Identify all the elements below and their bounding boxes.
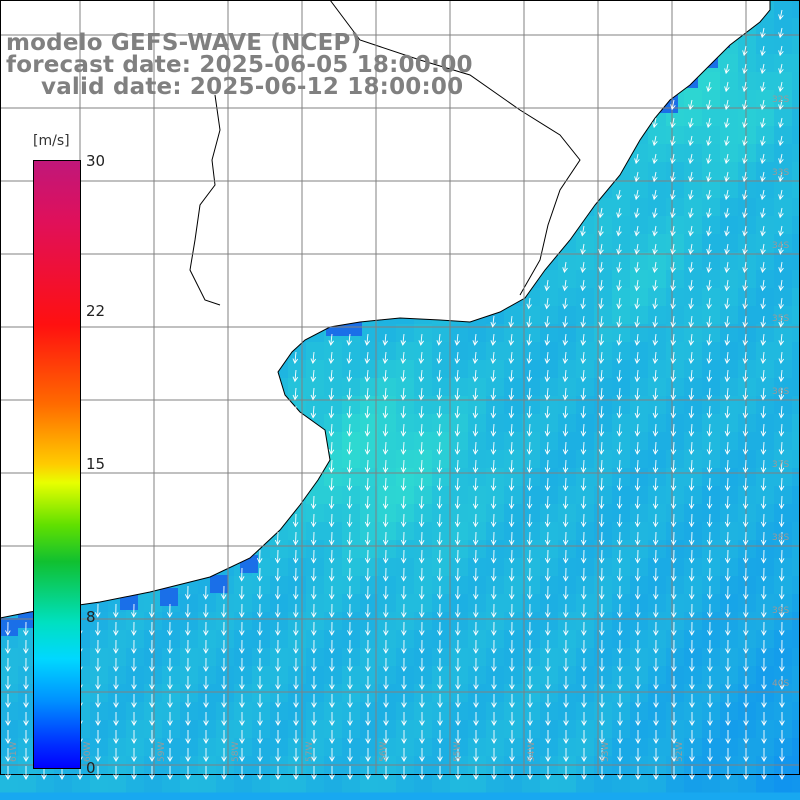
lat-label: 35S [772, 314, 789, 324]
colorbar-tick-8: 8 [86, 608, 96, 626]
lon-label: 58W [231, 742, 241, 762]
lon-label: 57W [305, 742, 315, 762]
colorbar-tick-0: 0 [86, 759, 96, 777]
colorbar-unit: [m/s] [33, 133, 70, 149]
valid-date: valid date: 2025-06-12 18:00:00 [41, 74, 464, 100]
lon-label: 60W [83, 742, 93, 762]
lat-label: 34S [772, 241, 789, 251]
lon-label: 61W [9, 742, 19, 762]
coastline [0, 0, 771, 619]
lat-label: 40S [772, 679, 789, 689]
forecast-date: forecast date: 2025-06-05 18:00:00 [6, 52, 473, 78]
lat-label: 37S [772, 460, 789, 470]
colorbar [33, 160, 81, 769]
lon-label: 53W [601, 742, 611, 762]
lon-label: 56W [379, 742, 389, 762]
wind-arrows [5, 9, 785, 780]
lon-label: 59W [157, 742, 167, 762]
lon-label: 55W [453, 742, 463, 762]
lat-label: 39S [772, 606, 789, 616]
lat-label: 33S [772, 168, 789, 178]
model-title: modelo GEFS-WAVE (NCEP) [6, 30, 362, 56]
land-mask [0, 0, 770, 618]
lon-label: 52W [675, 742, 685, 762]
lat-label: 36S [772, 387, 789, 397]
lat-label: 38S [772, 533, 789, 543]
lat-lon-grid [0, 0, 800, 775]
colorbar-tick-15: 15 [86, 455, 106, 473]
lat-label: 32S [772, 95, 789, 105]
lon-label: 54W [527, 742, 537, 762]
grid-labels: 61W 60W 59W 58W 57W 56W 55W 54W 53W 52W 32S 33S 34S 3… [9, 95, 789, 762]
colorbar-tick-30: 30 [86, 152, 106, 170]
colorbar-tick-22: 22 [86, 302, 106, 320]
